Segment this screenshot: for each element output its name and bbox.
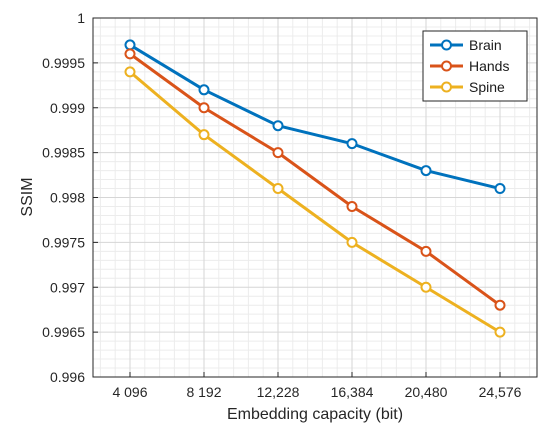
y-tick-label: 1 [77,10,85,26]
series-line-spine [129,70,501,334]
legend-marker-hands [441,60,452,72]
y-tick-label: 0.9975 [42,234,85,250]
x-axis-title: Embedding capacity (bit) [227,406,403,423]
data-point-hands [272,147,284,159]
data-point-brain [272,120,284,132]
legend-marker-brain [441,39,452,51]
data-point-spine [494,326,506,338]
legend-marker-spine [441,81,452,93]
y-tick-label: 0.997 [50,279,85,295]
y-tick-label: 0.9965 [42,324,85,340]
y-tick-label: 0.9995 [42,55,85,71]
data-point-hands [124,48,136,60]
x-tick-label: 16,384 [331,384,374,400]
legend: Brain Hands Spine [422,30,528,102]
y-tick-label: 0.9985 [42,145,85,161]
data-point-spine [420,281,432,293]
series-layer [124,39,506,338]
legend-box [422,30,528,102]
legend-label-spine: Spine [469,79,505,95]
x-tick-label: 4 096 [112,384,147,400]
data-point-hands [346,200,358,212]
series-line-brain [129,43,501,190]
x-tick-label: 12,228 [257,384,300,400]
legend-label-hands: Hands [469,58,509,74]
data-point-spine [124,66,136,78]
data-point-brain [124,39,136,51]
y-tick-label: 0.996 [50,369,85,385]
data-point-hands [420,245,432,257]
data-point-brain [494,183,506,195]
data-point-brain [346,138,358,150]
data-point-hands [494,299,506,311]
data-point-brain [420,165,432,177]
x-tick-label: 24,576 [479,384,522,400]
y-axis-ticks: 0.996 0.9965 0.997 0.9975 0.998 0.9985 0.999 0.… [42,10,98,385]
x-tick-label: 20,480 [405,384,448,400]
x-axis-ticks: 4 096 8 192 12,228 16,384 20,480 24,576 [112,372,522,400]
y-tick-label: 0.998 [50,190,85,206]
y-axis-title: SSIM [19,177,36,216]
data-point-spine [346,236,358,248]
y-tick-label: 0.999 [50,100,85,116]
data-point-brain [198,84,210,96]
x-tick-label: 8 192 [186,384,221,400]
data-point-hands [198,102,210,114]
data-point-spine [198,129,210,141]
data-point-spine [272,183,284,195]
legend-label-brain: Brain [469,37,502,53]
series-line-hands [129,52,501,307]
